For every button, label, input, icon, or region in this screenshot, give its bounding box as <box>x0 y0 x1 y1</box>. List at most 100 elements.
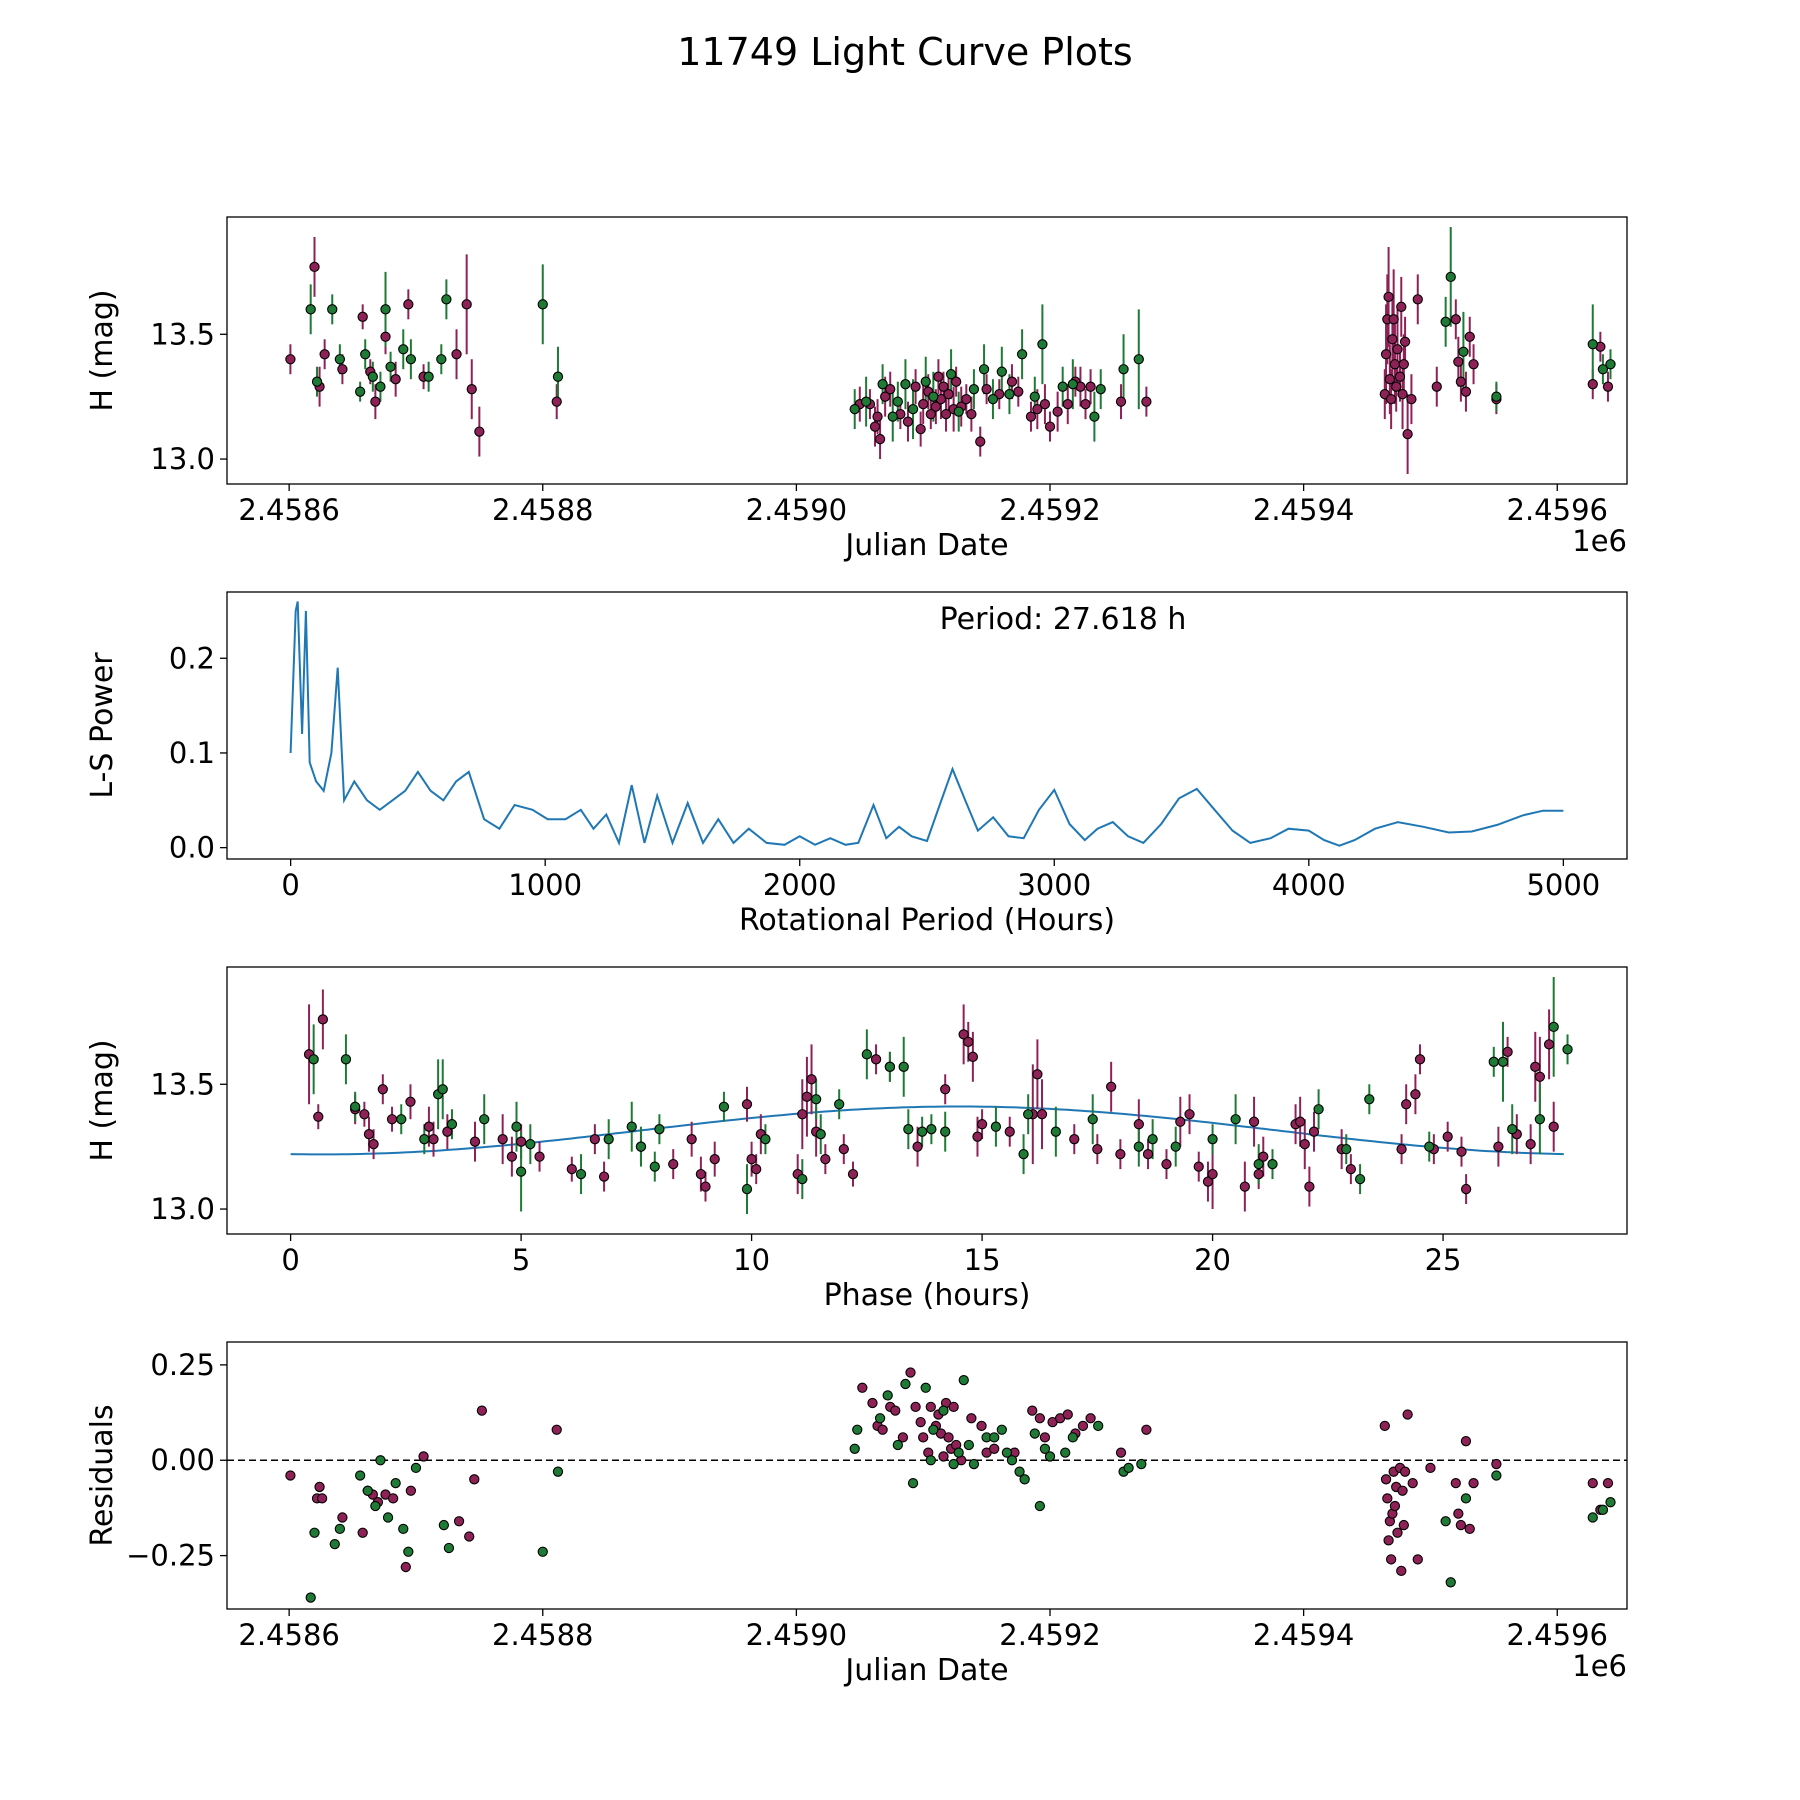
data-point-green <box>938 1405 949 1416</box>
data-point-maroon <box>976 1420 987 1432</box>
data-point-green <box>987 394 999 405</box>
data-point-green <box>882 1390 893 1401</box>
data-point-maroon <box>1141 1424 1152 1435</box>
data-point-maroon <box>1491 1458 1502 1470</box>
data-point-maroon <box>1062 398 1073 410</box>
data-point-maroon <box>1115 396 1127 407</box>
data-point-maroon <box>1032 1069 1043 1080</box>
data-point-green <box>920 1382 931 1393</box>
data-point-green <box>1458 346 1469 357</box>
data-point-green <box>996 1424 1007 1435</box>
data-point-maroon <box>1133 1119 1144 1130</box>
data-point-green <box>1562 1044 1573 1055</box>
data-point-maroon <box>451 349 462 360</box>
data-point-maroon <box>1202 1176 1214 1187</box>
offset-label-residuals: 1e6 <box>1572 1649 1627 1683</box>
data-point-maroon <box>1587 1477 1598 1489</box>
data-point-maroon <box>1034 1413 1046 1424</box>
data-point-green <box>810 1094 822 1105</box>
periodogram-line <box>289 601 1564 847</box>
data-point-maroon <box>1039 1432 1051 1443</box>
data-point-maroon <box>1062 1409 1073 1420</box>
data-point-maroon <box>390 374 401 385</box>
data-point-maroon <box>902 416 914 427</box>
y-tick-label: 0.0 <box>169 831 215 865</box>
data-point-green <box>403 1546 414 1557</box>
data-point-maroon <box>1384 374 1396 385</box>
data-point-green <box>1039 1443 1051 1454</box>
data-point-green <box>958 1374 969 1386</box>
data-point-maroon <box>1077 1420 1089 1432</box>
y-tick-label: 0.2 <box>169 641 215 675</box>
data-point-maroon <box>975 436 986 447</box>
data-point-green <box>1057 381 1068 392</box>
data-point-maroon <box>943 1432 954 1443</box>
data-point-maroon <box>551 1424 562 1435</box>
data-point-green <box>917 1126 928 1137</box>
data-point-green <box>874 1413 886 1424</box>
data-point-maroon <box>1032 403 1043 415</box>
data-point-maroon <box>797 1109 808 1120</box>
data-point-maroon <box>1299 1139 1310 1150</box>
data-point-maroon <box>877 1424 888 1435</box>
data-point-maroon <box>1460 1183 1472 1195</box>
data-point-maroon <box>317 1014 329 1025</box>
xlabel-lightcurve: Julian Date <box>843 528 1008 563</box>
data-point-green <box>996 366 1007 377</box>
data-point-green <box>396 1114 407 1125</box>
data-point-maroon <box>801 1091 813 1102</box>
data-point-maroon <box>453 1516 465 1527</box>
data-point-maroon <box>1456 1146 1467 1157</box>
data-point-maroon <box>474 426 485 437</box>
data-point-green <box>849 403 860 415</box>
data-point-maroon <box>940 1084 951 1095</box>
data-point-green <box>1023 1109 1034 1120</box>
data-point-green <box>953 1447 964 1458</box>
data-point-maroon <box>1207 1168 1218 1180</box>
data-point-maroon <box>1115 1148 1126 1160</box>
data-point-maroon <box>1383 1535 1394 1546</box>
data-point-green <box>1445 271 1456 283</box>
data-point-green <box>1016 349 1028 360</box>
data-point-maroon <box>976 1119 988 1130</box>
data-point-green <box>1440 1516 1451 1527</box>
data-point-green <box>1207 1134 1218 1145</box>
data-point-green <box>1093 1420 1104 1432</box>
data-point-maroon <box>700 1181 711 1192</box>
data-point-maroon <box>1406 394 1417 405</box>
data-point-green <box>423 371 434 382</box>
data-point-green <box>575 1168 587 1180</box>
data-point-green <box>438 1519 449 1531</box>
data-point-maroon <box>686 1134 697 1145</box>
data-point-maroon <box>918 398 929 410</box>
data-point-maroon <box>1530 1061 1541 1072</box>
x-tick-label: 0 <box>281 1243 299 1277</box>
x-tick-label: 2.4590 <box>746 1618 847 1652</box>
data-point-maroon <box>951 376 962 387</box>
data-point-maroon <box>1392 1527 1403 1538</box>
data-point-green <box>892 1439 903 1451</box>
data-point-green <box>940 1126 951 1137</box>
data-point-green <box>978 364 990 375</box>
data-point-green <box>552 1466 564 1477</box>
data-point-maroon <box>515 1136 527 1147</box>
y-tick-label: 0.1 <box>169 736 215 770</box>
data-point-green <box>1253 1158 1264 1170</box>
x-tick-label: 2.4592 <box>999 493 1100 527</box>
data-point-maroon <box>1308 1126 1320 1137</box>
x-tick-label: 2.4592 <box>999 1618 1100 1652</box>
data-point-maroon <box>1106 1081 1117 1092</box>
data-point-green <box>989 1432 1000 1443</box>
data-point-maroon <box>1025 411 1037 422</box>
data-point-green <box>1034 1500 1046 1512</box>
data-point-green <box>900 379 911 390</box>
data-point-maroon <box>1468 1477 1479 1489</box>
data-point-maroon <box>506 1151 518 1162</box>
x-tick-label: 0 <box>281 868 299 902</box>
data-point-maroon <box>943 389 954 400</box>
data-point-maroon <box>1258 1151 1269 1162</box>
data-point-green <box>367 371 378 382</box>
data-point-maroon <box>967 1051 979 1062</box>
data-point-maroon <box>1379 1420 1390 1432</box>
data-point-maroon <box>1407 1477 1418 1489</box>
